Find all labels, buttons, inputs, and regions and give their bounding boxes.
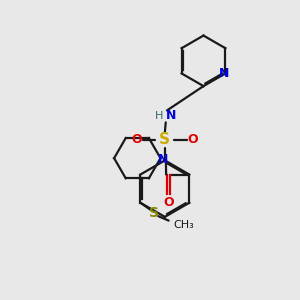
- Text: S: S: [159, 132, 170, 147]
- Text: O: O: [163, 196, 174, 209]
- Text: N: N: [158, 153, 168, 166]
- Text: O: O: [188, 133, 198, 146]
- Text: S: S: [149, 206, 159, 220]
- Text: CH₃: CH₃: [174, 220, 194, 230]
- Text: N: N: [219, 67, 229, 80]
- Text: H: H: [155, 111, 164, 121]
- Text: O: O: [131, 133, 142, 146]
- Text: N: N: [166, 109, 176, 122]
